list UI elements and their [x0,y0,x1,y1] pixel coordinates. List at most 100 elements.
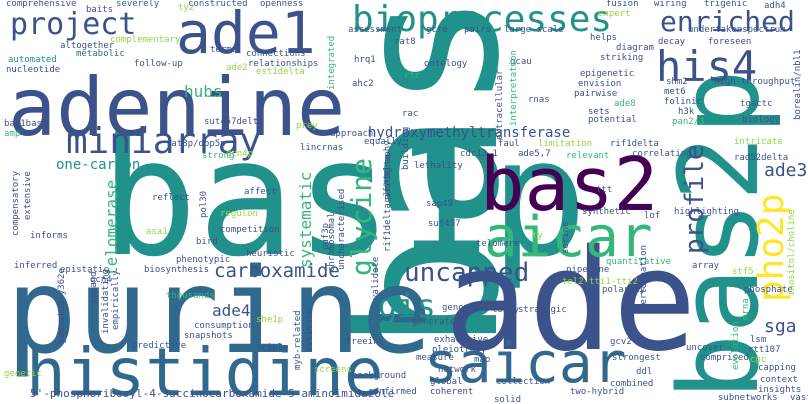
word-gcre: gcre [426,25,448,35]
word-ttt: ttt [596,185,613,195]
word-diagram: diagram [616,43,654,53]
word-uncover: uncover [686,343,724,353]
word-potential: potential [588,115,637,125]
word-confirmed: confirmed [368,387,417,397]
word-rtc: rtc [404,71,421,81]
word-gcn4: gcn4 [90,275,112,285]
word-hrq1: hrq1 [354,55,376,65]
word-ade8: ade8 [614,99,636,109]
word-trigenic: trigenic [704,0,748,9]
word-rat8: rat8 [394,37,416,47]
word-genetic: genetic [4,369,42,379]
word-capping: capping [758,363,796,373]
word-gcn4p: gcn4p [226,149,254,159]
word-histidine: histidine [26,334,384,404]
word-his4: his4 [656,42,758,91]
word-complementary: complementary [110,35,181,45]
word-gcau: gcau [510,57,532,67]
word-screens: screens [314,365,352,375]
word-pairs: pairs [464,25,492,35]
word-polarity: polarity [602,285,646,295]
word-nucleotide: nucleotide [6,65,61,75]
word-foreseen: foreseen [708,37,752,47]
word-tgactc: tgactc [740,99,773,109]
word-synthetic: synthetic [582,207,631,217]
word-lowly: lowly [492,305,520,315]
word-sap49: sap49 [426,199,454,209]
word-exhaustive: exhaustive [434,335,489,345]
word-pan2-3: pan2/3 [672,117,705,127]
word-constructed: constructed [188,0,248,9]
word-terms: terms [210,45,238,55]
word-biosynthesis: biosynthesis [144,265,210,275]
word-interpretation: interpretation [509,50,519,126]
word-regulon: regulon [220,209,258,219]
word-ade2: ade2 [226,63,248,73]
word-miniarray: miniarray [66,121,262,162]
word-approach: approach [330,129,374,139]
word-hubs: hubs [184,82,223,101]
word-compensatory: compensatory [11,170,21,236]
word-sga: sga [764,316,797,337]
word-rac: rac [402,109,419,119]
word-cpc: cpc [750,355,767,365]
word-she1p: she1p [256,315,284,325]
word-lincrnas: lincrnas [300,143,344,153]
word-pairwise: pairwise [574,89,618,99]
word-serine: serine [561,221,571,254]
word-limitation: limitation [538,139,593,149]
word-sut457: sut457 [428,219,461,229]
word-automated: automated [8,55,57,65]
word-array: array [692,261,720,271]
word-gammatub: gammatub-y362e [57,268,67,344]
word-lethality: lethality [414,161,463,171]
word-strong: strong [202,151,235,161]
word-carboxamide: carboxamide [214,260,340,282]
word-follow-up: follow-up [134,59,183,69]
word-ade4: ade4 [212,301,251,320]
word-baits: baits [86,5,114,15]
word-rif1deltarif2delta: rif1deltarif2delta [383,154,393,252]
word-competition: competition [220,225,280,235]
word-solid: solid [494,395,522,404]
word-vast: vast [790,393,808,403]
word-decay: decay [658,37,686,47]
word-highlighting: highlighting [674,207,740,217]
word-generated: generated [412,317,461,327]
word-assessment: assessment [348,25,403,35]
word-tel2-tti1-tti2: tel2-tti1-tti2 [562,277,638,287]
word-lof: lof [644,211,661,221]
word-aicar: aicar [484,205,653,270]
word-bas1p: bas1p [100,105,588,293]
word-profile: profile [680,144,710,254]
word-telomerase: telomerase [102,179,121,276]
word-bas1bas2: bas1bas2 [4,119,48,129]
word-epistatic: epistatic [60,265,109,275]
word-folinic: folinic [664,97,702,107]
word-estimate: estimate [305,308,315,352]
word-consumption: consumption [194,321,254,331]
word-gis: gis [378,287,436,325]
word-comprised: comprised [700,353,749,363]
word-ontology: ontology [424,59,468,69]
word-h3k: h3k [678,107,695,117]
word-relevant: relevant [566,151,610,161]
word-saicar: saicar [424,331,627,396]
word-pleiotropy: pleiotropy [432,345,487,355]
word-epigenetic: epigenetic [580,69,635,79]
word-helps: helps [590,33,618,43]
word-uncharacterised: uncharacterised [337,188,347,270]
word-phenotypic: phenotypic [176,255,231,265]
word-extensive: extensive [23,171,33,220]
word-prey: prey [296,121,318,131]
word-collection: collection [496,377,551,387]
word-combined: combined [610,379,654,389]
word-thousands: thousands [166,291,215,301]
word-evolution: evolution [731,321,741,370]
word-heuristic: heuristic [246,249,295,259]
word-equally: equally [364,137,402,147]
word-severely: severely [116,0,160,9]
word-sets: sets [588,107,610,117]
word-pipeline: pipeline [566,265,610,275]
word-striking: striking [600,53,644,63]
